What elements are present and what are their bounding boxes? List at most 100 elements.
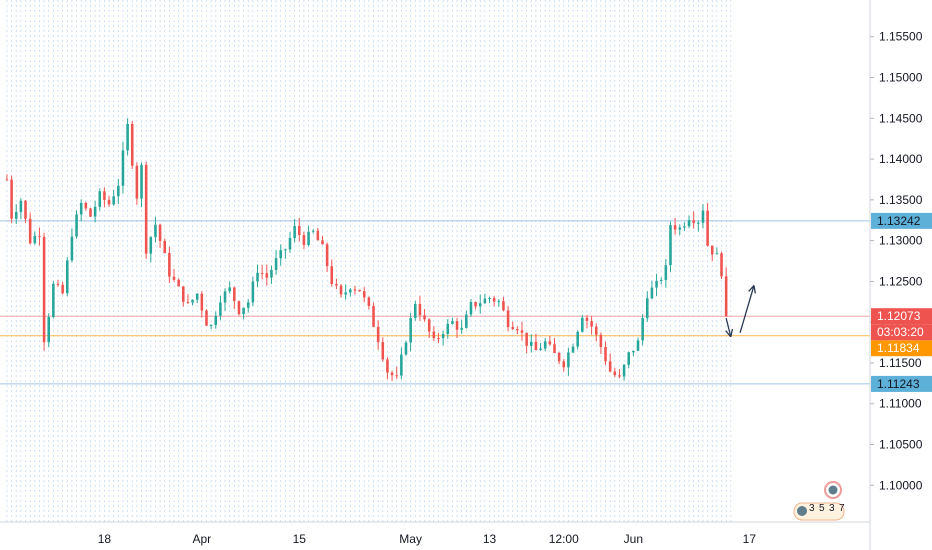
candle[interactable]: [599, 332, 603, 354]
candle[interactable]: [140, 162, 143, 208]
candle[interactable]: [465, 310, 468, 329]
candle[interactable]: [61, 281, 64, 295]
candle[interactable]: [492, 295, 496, 307]
candle[interactable]: [673, 217, 677, 235]
candle[interactable]: [594, 323, 598, 342]
candle[interactable]: [520, 321, 524, 341]
candle[interactable]: [339, 283, 343, 298]
candle[interactable]: [325, 242, 329, 273]
candle[interactable]: [506, 306, 510, 332]
candle[interactable]: [182, 286, 185, 307]
candle[interactable]: [697, 220, 700, 232]
candle[interactable]: [618, 369, 621, 379]
candle[interactable]: [497, 299, 501, 307]
candle[interactable]: [474, 301, 477, 310]
candle[interactable]: [664, 258, 668, 288]
candle[interactable]: [270, 265, 273, 285]
candle[interactable]: [687, 215, 691, 229]
candle[interactable]: [353, 285, 357, 295]
candle[interactable]: [14, 204, 18, 224]
candle[interactable]: [237, 300, 241, 316]
candle[interactable]: [367, 296, 371, 310]
candle[interactable]: [168, 246, 171, 283]
candle[interactable]: [47, 313, 50, 348]
candle[interactable]: [358, 289, 361, 292]
candle[interactable]: [641, 314, 644, 346]
candle[interactable]: [362, 287, 366, 303]
candle[interactable]: [228, 281, 231, 294]
candle[interactable]: [56, 279, 60, 287]
candle[interactable]: [117, 178, 120, 204]
candle[interactable]: [669, 221, 672, 273]
candle[interactable]: [469, 298, 473, 317]
candle[interactable]: [335, 278, 338, 290]
candle[interactable]: [135, 162, 139, 205]
candle[interactable]: [349, 288, 352, 297]
candle[interactable]: [344, 284, 347, 300]
candle[interactable]: [256, 264, 259, 288]
candle[interactable]: [409, 312, 412, 352]
candle[interactable]: [414, 300, 417, 321]
candle[interactable]: [432, 326, 436, 342]
candle[interactable]: [28, 212, 32, 245]
candle[interactable]: [585, 315, 589, 329]
candle[interactable]: [590, 316, 593, 335]
candle[interactable]: [195, 293, 199, 303]
candle[interactable]: [33, 231, 37, 245]
candle[interactable]: [311, 229, 315, 234]
candle[interactable]: [710, 245, 714, 262]
price-axis[interactable]: 1.15500 1.15000 1.14500 1.14000 1.13500 1.130…: [869, 0, 932, 550]
candle[interactable]: [75, 210, 78, 239]
candle[interactable]: [516, 326, 519, 335]
candle[interactable]: [24, 200, 27, 224]
candle[interactable]: [66, 257, 69, 297]
candle[interactable]: [608, 353, 612, 373]
candle[interactable]: [451, 317, 454, 325]
candle[interactable]: [571, 343, 575, 354]
candle[interactable]: [720, 251, 723, 279]
candle[interactable]: [372, 302, 375, 328]
candle[interactable]: [627, 351, 630, 369]
arrow-annotation[interactable]: [739, 285, 756, 333]
candle[interactable]: [659, 277, 663, 285]
candle[interactable]: [330, 259, 334, 287]
candle[interactable]: [70, 228, 74, 263]
candle[interactable]: [172, 268, 176, 282]
candle[interactable]: [692, 211, 695, 229]
candle[interactable]: [613, 367, 617, 378]
candle[interactable]: [209, 324, 213, 330]
arrow-annotation[interactable]: [725, 317, 734, 338]
candle[interactable]: [19, 198, 23, 220]
candle[interactable]: [437, 333, 440, 344]
candle[interactable]: [534, 333, 538, 351]
candle[interactable]: [455, 317, 459, 339]
candle[interactable]: [163, 238, 166, 254]
candle[interactable]: [562, 359, 566, 372]
candle[interactable]: [191, 299, 194, 306]
candle[interactable]: [274, 249, 278, 275]
candle[interactable]: [144, 161, 148, 259]
candle[interactable]: [5, 174, 9, 181]
candle[interactable]: [604, 341, 607, 366]
candle[interactable]: [321, 235, 324, 245]
candle[interactable]: [130, 121, 134, 169]
candle[interactable]: [646, 291, 649, 322]
candle[interactable]: [307, 225, 310, 247]
candle[interactable]: [126, 118, 129, 156]
candle[interactable]: [376, 320, 380, 350]
candle[interactable]: [581, 314, 584, 333]
candle[interactable]: [441, 330, 445, 346]
candle[interactable]: [511, 321, 514, 330]
candle[interactable]: [446, 319, 450, 339]
candle[interactable]: [418, 295, 422, 321]
candle[interactable]: [724, 267, 728, 317]
candle[interactable]: [395, 366, 398, 379]
candle[interactable]: [10, 175, 13, 224]
candle[interactable]: [42, 232, 46, 351]
candle[interactable]: [683, 222, 686, 231]
candle[interactable]: [567, 347, 570, 376]
candle[interactable]: [246, 298, 250, 313]
candle[interactable]: [632, 350, 635, 357]
candle[interactable]: [706, 202, 709, 247]
